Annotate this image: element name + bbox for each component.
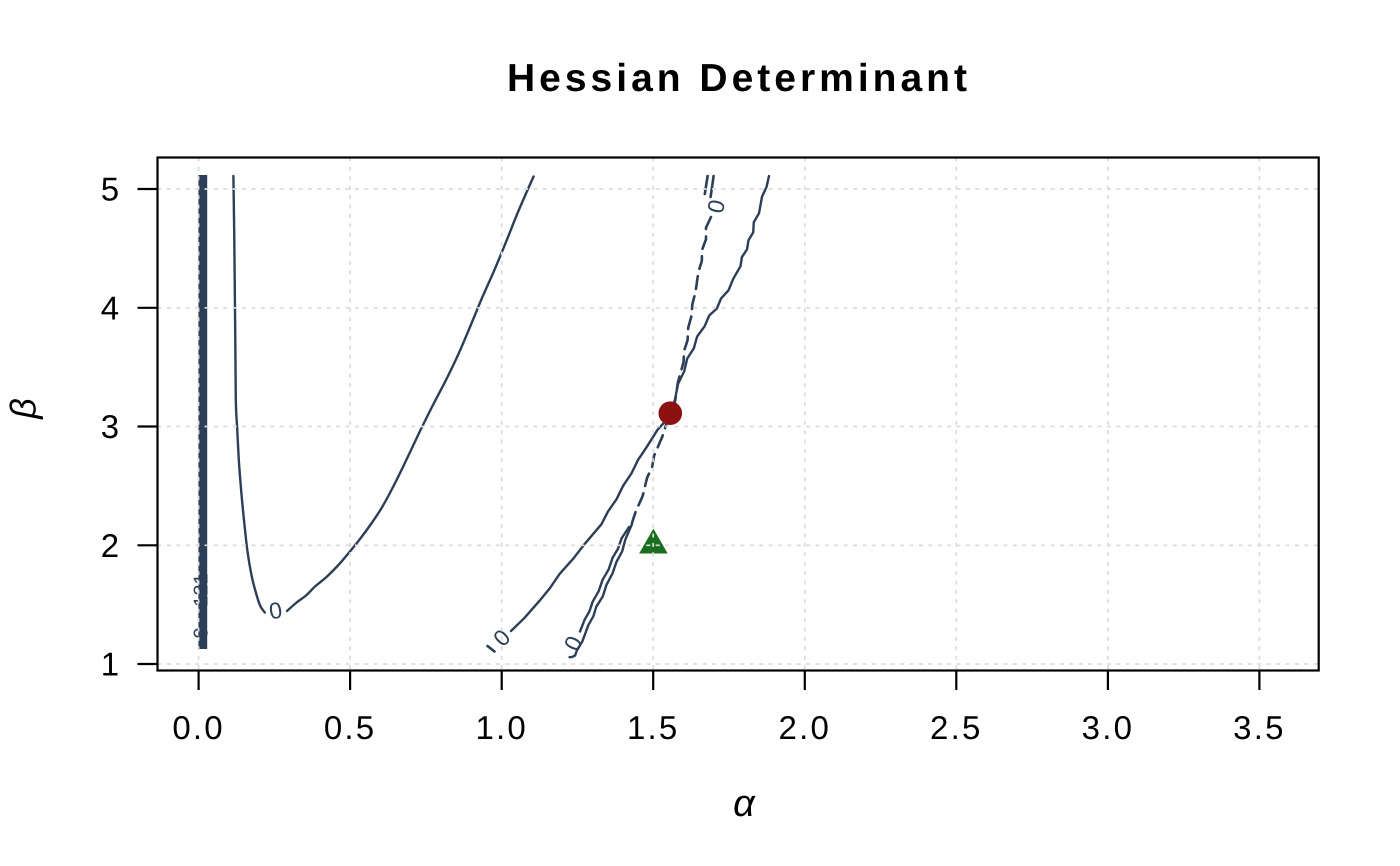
svg-text:3.5: 3.5: [1233, 709, 1285, 746]
svg-text:4: 4: [101, 289, 122, 326]
svg-text:0.0: 0.0: [172, 709, 224, 746]
svg-text:2.5: 2.5: [930, 709, 982, 746]
svg-text:α: α: [733, 783, 756, 825]
svg-text:1: 1: [101, 646, 122, 683]
svg-text:3: 3: [101, 408, 122, 445]
svg-text:Hessian Determinant: Hessian Determinant: [507, 57, 971, 100]
svg-text:β: β: [3, 398, 44, 420]
svg-text:2: 2: [101, 527, 122, 564]
svg-text:121: 121: [191, 573, 213, 606]
svg-text:1.0: 1.0: [475, 709, 527, 746]
svg-text:1.5: 1.5: [627, 709, 679, 746]
svg-text:5: 5: [101, 171, 122, 208]
svg-text:0.5: 0.5: [324, 709, 376, 746]
svg-text:0: 0: [267, 597, 284, 625]
svg-text:0: 0: [191, 627, 213, 638]
svg-text:3.0: 3.0: [1082, 709, 1134, 746]
svg-text:0: 0: [702, 197, 730, 216]
svg-text:2.0: 2.0: [779, 709, 831, 746]
